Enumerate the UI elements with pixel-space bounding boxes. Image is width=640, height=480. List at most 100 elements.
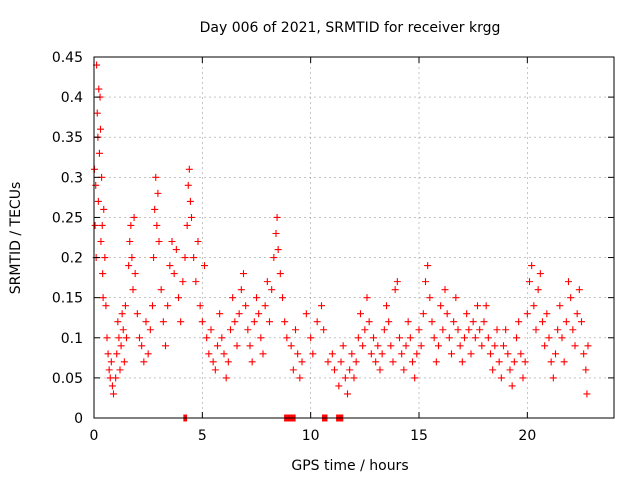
- data-point: [112, 374, 120, 382]
- y-tick-label: 0.3: [61, 170, 83, 186]
- y-tick-label: 0.05: [52, 371, 83, 387]
- data-point: [530, 302, 538, 310]
- data-point: [227, 326, 234, 334]
- data-point: [144, 350, 152, 358]
- data-point: [131, 270, 139, 278]
- data-point: [302, 310, 310, 318]
- data-point: [495, 358, 503, 366]
- data-point: [352, 358, 360, 366]
- data-point: [270, 254, 278, 262]
- data-point: [580, 350, 588, 358]
- data-point: [513, 334, 520, 342]
- data-point: [452, 294, 460, 302]
- data-point: [497, 374, 505, 382]
- data-point: [93, 109, 101, 117]
- data-point: [179, 278, 187, 286]
- data-point: [578, 318, 585, 326]
- data-point: [482, 302, 490, 310]
- data-point: [116, 366, 124, 374]
- data-point: [95, 85, 103, 93]
- data-point: [129, 286, 137, 294]
- data-point: [437, 302, 445, 310]
- data-point: [545, 334, 553, 342]
- data-point: [155, 238, 163, 246]
- data-point: [398, 350, 406, 358]
- data-point: [515, 318, 523, 326]
- data-point: [151, 205, 159, 213]
- data-point: [188, 213, 195, 221]
- data-point: [523, 310, 531, 318]
- data-point: [272, 229, 280, 237]
- data-point: [103, 334, 111, 342]
- data-point: [94, 197, 102, 205]
- data-point: [170, 270, 178, 278]
- data-point: [185, 165, 193, 173]
- data-point: [168, 238, 176, 246]
- data-point: [484, 334, 492, 342]
- data-point: [320, 326, 328, 334]
- data-point: [159, 318, 167, 326]
- data-point: [560, 358, 568, 366]
- data-point: [517, 350, 525, 358]
- data-point: [539, 318, 546, 326]
- data-point: [478, 342, 486, 350]
- data-point: [162, 342, 169, 350]
- data-point: [583, 390, 591, 398]
- data-point: [255, 310, 263, 318]
- data-point: [521, 358, 529, 366]
- x-axis-ticks: 0 5 10 15 20: [90, 57, 536, 444]
- x-tick-label: 10: [302, 428, 320, 444]
- data-point: [567, 294, 575, 302]
- data-point: [259, 350, 267, 358]
- data-point: [426, 294, 434, 302]
- data-point: [565, 278, 572, 286]
- data-point: [142, 318, 150, 326]
- data-point: [279, 294, 286, 302]
- data-point: [450, 318, 458, 326]
- data-point: [209, 358, 217, 366]
- data-point: [198, 318, 206, 326]
- data-point: [307, 334, 315, 342]
- data-point: [276, 270, 284, 278]
- data-point: [266, 318, 273, 326]
- data-point: [296, 374, 304, 382]
- data-point: [456, 342, 464, 350]
- data-point: [391, 286, 399, 294]
- data-point: [194, 238, 202, 246]
- data-point: [190, 254, 198, 262]
- data-point: [92, 181, 100, 189]
- data-point: [365, 318, 373, 326]
- data-point: [229, 294, 237, 302]
- data-point: [584, 342, 592, 350]
- data-point: [128, 254, 136, 262]
- data-point: [283, 334, 291, 342]
- data-point: [448, 350, 455, 358]
- data-point: [480, 318, 488, 326]
- data-point: [372, 358, 380, 366]
- data-point: [506, 366, 514, 374]
- data-point: [376, 366, 384, 374]
- data-point: [222, 374, 230, 382]
- data-point: [543, 310, 551, 318]
- data-point: [422, 278, 429, 286]
- data-point: [471, 334, 479, 342]
- data-point: [157, 286, 165, 294]
- data-point: [344, 390, 351, 398]
- data-point: [502, 326, 510, 334]
- x-axis-label: GPS time / hours: [291, 458, 408, 474]
- data-point: [97, 125, 104, 133]
- data-point: [177, 318, 185, 326]
- data-point: [339, 342, 347, 350]
- data-point: [120, 358, 128, 366]
- data-point: [424, 262, 432, 270]
- data-point: [181, 254, 189, 262]
- data-point: [569, 326, 577, 334]
- data-point: [294, 350, 302, 358]
- data-point: [536, 270, 544, 278]
- data-point: [361, 326, 369, 334]
- data-point: [248, 358, 256, 366]
- grid-lines: [94, 57, 614, 418]
- data-point: [350, 374, 358, 382]
- data-point: [220, 350, 228, 358]
- data-point: [154, 189, 162, 197]
